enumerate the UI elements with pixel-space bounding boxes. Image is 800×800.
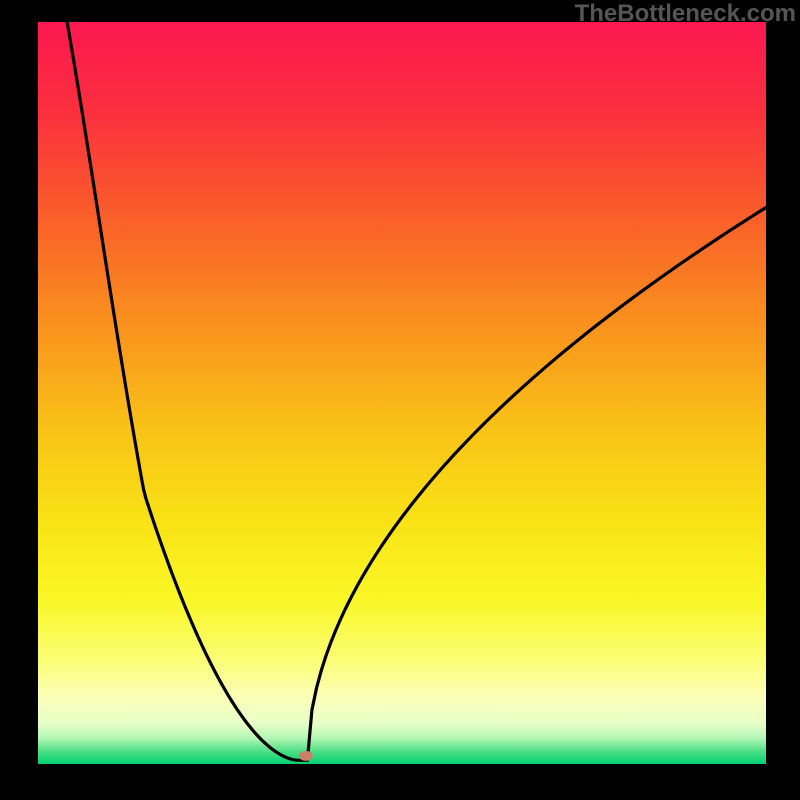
curve-layer (38, 22, 766, 764)
plot-area (38, 22, 766, 764)
watermark-text: TheBottleneck.com (575, 0, 796, 28)
chart-wrapper: TheBottleneck.com (0, 0, 800, 800)
trough-marker (299, 751, 313, 761)
bottleneck-curve (67, 22, 766, 760)
